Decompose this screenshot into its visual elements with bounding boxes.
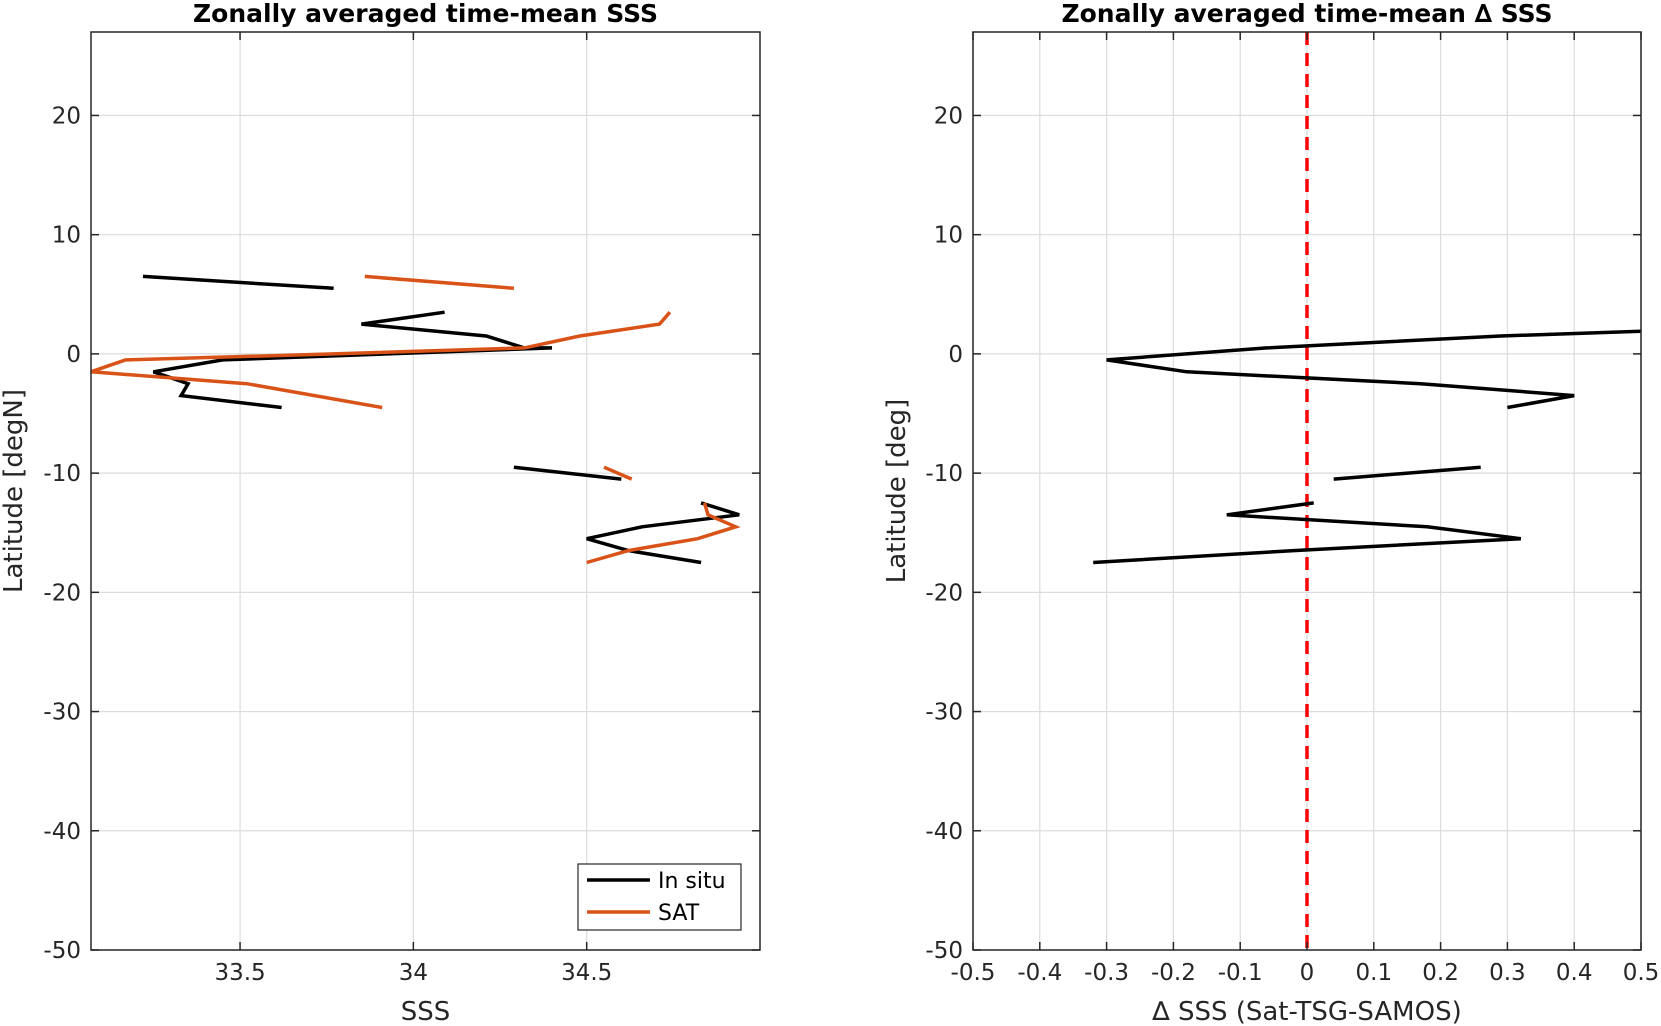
right-chart-panel: -0.5 -0.4 -0.3 -0.2 -0.1 0 0.1 0.2 0.3 0.4 0.5 20 10… — [882, 0, 1659, 1026]
left-series-sat-segment-3 — [586, 502, 741, 565]
left-y-tick-label: -30 — [43, 700, 81, 726]
right-x-tick-label: -0.1 — [1218, 960, 1263, 986]
right-x-tick-label: 0.3 — [1489, 960, 1526, 986]
left-series-in-situ-segment-0 — [142, 274, 334, 291]
right-x-tick-label: -0.3 — [1084, 960, 1129, 986]
right-x-axis-label: ∆ SSS (Sat-TSG-SAMOS) — [1151, 997, 1461, 1026]
left-ticks: 33.5 34 34.5 20 10 0 -10 -20 -30 -40 -50 — [43, 32, 760, 986]
left-y-tick-label: -10 — [43, 461, 81, 487]
right-series-delta-sss-segment-2 — [1093, 501, 1522, 565]
left-y-axis-label: Latitude [degN] — [0, 389, 29, 593]
left-axes-box — [90, 31, 761, 951]
left-x-tick-label: 34.5 — [561, 960, 612, 986]
right-series-delta-sss-segment-0 — [1106, 329, 1642, 410]
left-series-in-situ-segment-1 — [152, 310, 553, 410]
left-x-tick-label: 34 — [399, 960, 428, 986]
left-series-layer — [90, 274, 741, 565]
left-series-in-situ-segment-3 — [586, 501, 740, 565]
right-x-tick-label: 0.4 — [1556, 960, 1593, 986]
left-x-tick-label: 33.5 — [214, 960, 265, 986]
right-y-tick-label: -50 — [925, 938, 963, 964]
right-y-tick-label: -20 — [925, 580, 963, 606]
left-series-sat-segment-1 — [90, 311, 672, 410]
left-y-tick-label: 0 — [66, 342, 81, 368]
right-x-tick-label: 0 — [1300, 960, 1315, 986]
legend-label-sat: SAT — [658, 901, 700, 926]
left-series-sat-segment-0 — [364, 274, 515, 291]
right-x-tick-label: -0.4 — [1017, 960, 1062, 986]
left-series-in-situ-segment-2 — [513, 465, 622, 481]
left-series-sat-segment-2 — [603, 465, 633, 481]
right-ticks: -0.5 -0.4 -0.3 -0.2 -0.1 0 0.1 0.2 0.3 0.4 0.5 20 10… — [925, 32, 1659, 986]
left-y-tick-label: -20 — [43, 580, 81, 606]
legend-label-in-situ: In situ — [658, 869, 726, 894]
left-y-tick-label: -50 — [43, 938, 81, 964]
right-x-tick-label: 0.2 — [1422, 960, 1459, 986]
left-grid — [91, 32, 760, 951]
left-chart-panel: 33.5 34 34.5 20 10 0 -10 -20 -30 -40 -50 Zonally a… — [0, 0, 761, 1026]
right-y-tick-label: -40 — [925, 819, 963, 845]
right-y-axis-label: Latitude [deg] — [882, 399, 912, 584]
right-x-tick-label: 0.1 — [1356, 960, 1393, 986]
right-series-delta-sss-segment-1 — [1333, 465, 1481, 481]
right-x-tick-label: -0.5 — [951, 960, 996, 986]
left-y-tick-label: 20 — [52, 103, 81, 129]
legend: In situ SAT — [577, 863, 742, 931]
left-y-tick-label: 10 — [52, 223, 81, 249]
right-series-layer — [1093, 329, 1642, 565]
left-x-axis-label: SSS — [401, 997, 451, 1026]
right-x-tick-label: -0.2 — [1151, 960, 1196, 986]
right-y-tick-label: 0 — [948, 342, 963, 368]
right-chart-title: Zonally averaged time-mean ∆ SSS — [1061, 0, 1552, 28]
left-chart-title: Zonally averaged time-mean SSS — [193, 0, 658, 28]
right-x-tick-label: 0.5 — [1623, 960, 1660, 986]
right-y-tick-label: 20 — [934, 103, 963, 129]
right-y-tick-label: -10 — [925, 461, 963, 487]
right-y-tick-label: 10 — [934, 223, 963, 249]
right-y-tick-label: -30 — [925, 700, 963, 726]
left-y-tick-label: -40 — [43, 819, 81, 845]
legend-box — [577, 863, 742, 931]
